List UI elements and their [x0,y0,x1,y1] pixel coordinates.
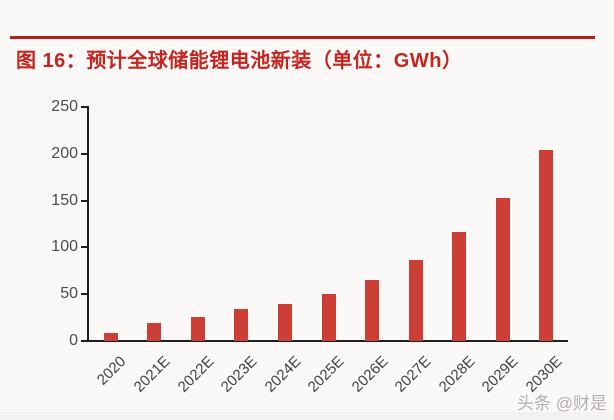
x-tick-label: 2023E [217,353,261,396]
x-tick-label: 2028E [435,353,479,396]
y-tick-mark [81,293,87,296]
bar-2024E [277,303,292,341]
x-tick-label: 2027E [391,353,435,396]
title-divider-rule [10,36,595,39]
x-tick-label: 2025E [304,353,348,396]
x-tick-label: 2029E [479,353,522,396]
y-tick-mark [81,199,87,202]
bar-2020 [103,332,118,341]
bar-2028E [452,232,467,341]
x-tick-label: 2022E [174,353,217,396]
y-axis-line [87,106,89,342]
y-tick-mark [81,152,87,155]
x-tick-label: 2026E [348,353,392,396]
x-tick-label: 2021E [130,353,174,396]
y-tick-label: 200 [51,144,78,162]
y-tick-mark [81,340,87,342]
bar-2027E [408,259,423,341]
y-tick-label: 250 [51,98,78,115]
bar-2030E [539,150,554,341]
bar-2023E [234,309,249,341]
y-tick-label: 0 [69,332,78,349]
bar-2026E [365,280,380,341]
y-tick-label: 100 [51,238,78,256]
y-tick-label: 50 [60,285,78,303]
y-tick-mark [81,106,87,108]
bottom-band [0,412,614,420]
y-tick-mark [81,246,87,249]
x-tick-label: 2024E [261,353,304,396]
x-axis-line [86,340,568,342]
watermark-text: 头条 @财是 [517,394,607,413]
bar-2021E [147,323,162,341]
figure-title: 图 16：预计全球储能锂电池新装（单位：GWh） [16,50,463,72]
bar-2029E [495,197,510,341]
y-tick-label: 150 [51,191,78,209]
bar-2025E [321,294,336,341]
bar-2022E [190,316,205,341]
x-tick-label: 2020 [94,353,130,389]
